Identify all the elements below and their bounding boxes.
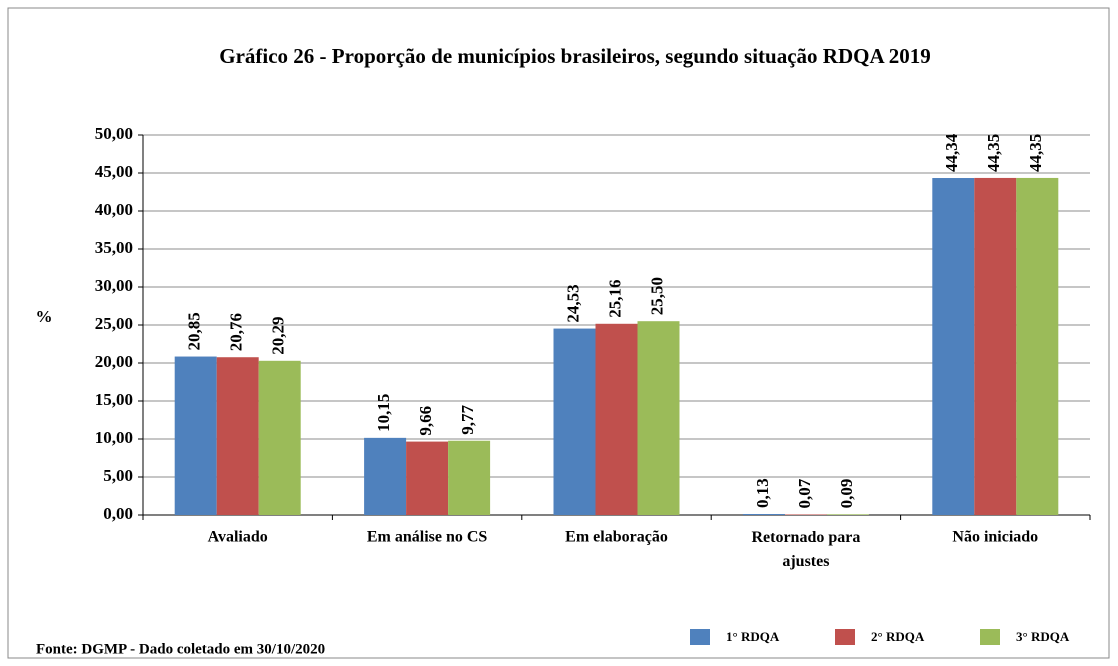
- data-label: 20,76: [227, 313, 246, 351]
- y-axis-label: %: [36, 307, 53, 326]
- legend-label: 2° RDQA: [871, 629, 925, 644]
- data-label: 9,77: [458, 404, 477, 434]
- data-label: 0,13: [753, 478, 772, 508]
- y-tick-label: 35,00: [95, 238, 133, 257]
- legend-label: 1° RDQA: [726, 629, 780, 644]
- data-label: 0,07: [795, 478, 814, 508]
- legend-label: 3° RDQA: [1016, 629, 1070, 644]
- data-label: 0,09: [837, 479, 856, 509]
- y-tick-label: 5,00: [103, 466, 133, 485]
- legend-swatch: [690, 629, 710, 645]
- source-note: Fonte: DGMP - Dado coletado em 30/10/202…: [36, 641, 325, 657]
- y-tick-label: 0,00: [103, 504, 133, 523]
- y-tick-label: 15,00: [95, 390, 133, 409]
- bar: [448, 440, 491, 515]
- data-label: 25,16: [605, 280, 624, 318]
- y-tick-label: 25,00: [95, 314, 133, 333]
- bar: [826, 514, 869, 515]
- bar: [406, 441, 449, 515]
- bar: [174, 356, 217, 515]
- bar: [216, 357, 259, 515]
- bar: [553, 328, 596, 515]
- x-tick-label: Em análise no CS: [367, 529, 488, 546]
- data-label: 44,34: [942, 133, 961, 172]
- legend-swatch: [980, 629, 1000, 645]
- data-label: 10,15: [374, 394, 393, 432]
- x-tick-label-line: Retornado para: [751, 529, 860, 546]
- y-tick-label: 30,00: [95, 276, 133, 295]
- y-tick-label: 40,00: [95, 200, 133, 219]
- y-tick-label: 50,00: [95, 124, 133, 143]
- data-label: 9,66: [416, 406, 435, 436]
- bar: [1016, 177, 1059, 515]
- x-tick-label: Retornado para ajustes: [751, 529, 860, 570]
- x-tick-label-line: ajustes: [782, 553, 829, 570]
- bar: [595, 323, 638, 515]
- data-label: 44,35: [1026, 134, 1045, 172]
- chart-title: Gráfico 26 - Proporção de municípios bra…: [219, 44, 930, 68]
- data-label: 24,53: [563, 284, 582, 322]
- data-label: 44,35: [984, 134, 1003, 172]
- data-label: 20,29: [269, 317, 288, 355]
- legend-swatch: [835, 629, 855, 645]
- bar: [637, 321, 680, 515]
- bar: [974, 177, 1017, 515]
- y-tick-label: 10,00: [95, 428, 133, 447]
- data-label: 20,85: [185, 312, 204, 350]
- bar: [364, 437, 407, 515]
- x-tick-label: Avaliado: [208, 529, 268, 546]
- x-tick-label: Em elaboração: [565, 529, 668, 546]
- y-tick-label: 20,00: [95, 352, 133, 371]
- bar: [932, 178, 975, 516]
- bar: [784, 514, 827, 515]
- x-tick-label: Não iniciado: [952, 529, 1038, 546]
- bar: [258, 360, 301, 515]
- y-tick-label: 45,00: [95, 162, 133, 181]
- data-label: 25,50: [647, 277, 666, 315]
- bar: [742, 514, 785, 515]
